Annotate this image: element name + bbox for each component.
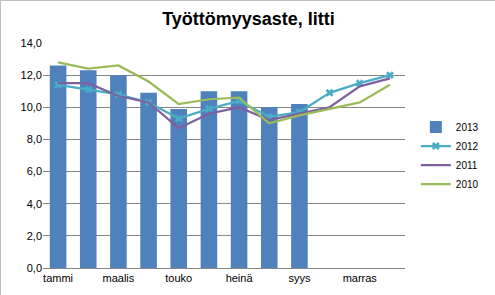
svg-text:2012: 2012 [456,141,479,152]
svg-text:2,0: 2,0 [27,230,42,242]
svg-text:syys: syys [288,272,311,284]
svg-text:marras: marras [343,272,378,284]
svg-text:2011: 2011 [456,160,478,171]
svg-text:4,0: 4,0 [27,198,42,210]
svg-text:8,0: 8,0 [27,133,42,145]
svg-text:2010: 2010 [456,179,479,190]
svg-text:touko: touko [165,272,192,284]
svg-text:2013: 2013 [456,122,479,133]
svg-text:6,0: 6,0 [27,165,42,177]
svg-text:10,0: 10,0 [21,101,42,113]
svg-text:tammi: tammi [43,272,73,284]
svg-text:Työttömyysaste, Iitti: Työttömyysaste, Iitti [162,9,335,29]
svg-text:12,0: 12,0 [21,69,42,81]
svg-text:0,0: 0,0 [27,262,42,274]
svg-text:14,0: 14,0 [21,37,42,49]
svg-text:maalis: maalis [103,272,135,284]
svg-text:heinä: heinä [226,272,254,284]
